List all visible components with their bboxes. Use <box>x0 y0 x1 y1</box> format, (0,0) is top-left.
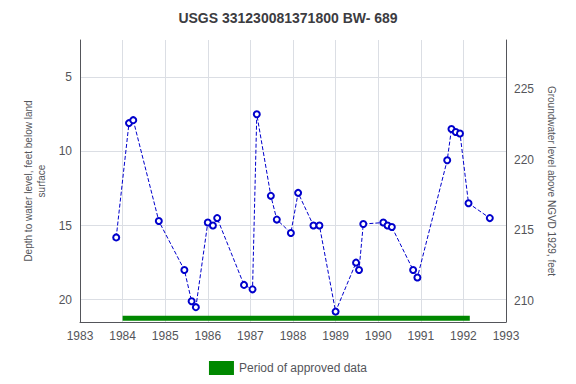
svg-text:Period of approved data: Period of approved data <box>239 361 367 375</box>
svg-text:Depth to water level, feet bel: Depth to water level, feet below land <box>23 100 34 261</box>
svg-text:1987: 1987 <box>237 329 264 343</box>
svg-text:1988: 1988 <box>280 329 307 343</box>
svg-text:1989: 1989 <box>322 329 349 343</box>
svg-text:210: 210 <box>514 294 534 308</box>
svg-text:1983: 1983 <box>67 329 94 343</box>
svg-text:1990: 1990 <box>365 329 392 343</box>
svg-text:surface: surface <box>36 164 47 197</box>
svg-text:1986: 1986 <box>194 329 221 343</box>
svg-text:10: 10 <box>59 144 73 158</box>
svg-text:220: 220 <box>514 153 534 167</box>
svg-text:215: 215 <box>514 223 534 237</box>
svg-text:1991: 1991 <box>407 329 434 343</box>
svg-text:225: 225 <box>514 82 534 96</box>
svg-text:1985: 1985 <box>152 329 179 343</box>
svg-text:1984: 1984 <box>109 329 136 343</box>
svg-text:15: 15 <box>59 219 73 233</box>
svg-text:1992: 1992 <box>450 329 477 343</box>
svg-text:Groundwater level above NGVD 1: Groundwater level above NGVD 1929, feet <box>546 86 557 276</box>
svg-text:20: 20 <box>59 293 73 307</box>
svg-text:1993: 1993 <box>493 329 520 343</box>
svg-text:USGS 331230081371800 BW- 689: USGS 331230081371800 BW- 689 <box>178 10 397 26</box>
svg-text:5: 5 <box>65 70 72 84</box>
